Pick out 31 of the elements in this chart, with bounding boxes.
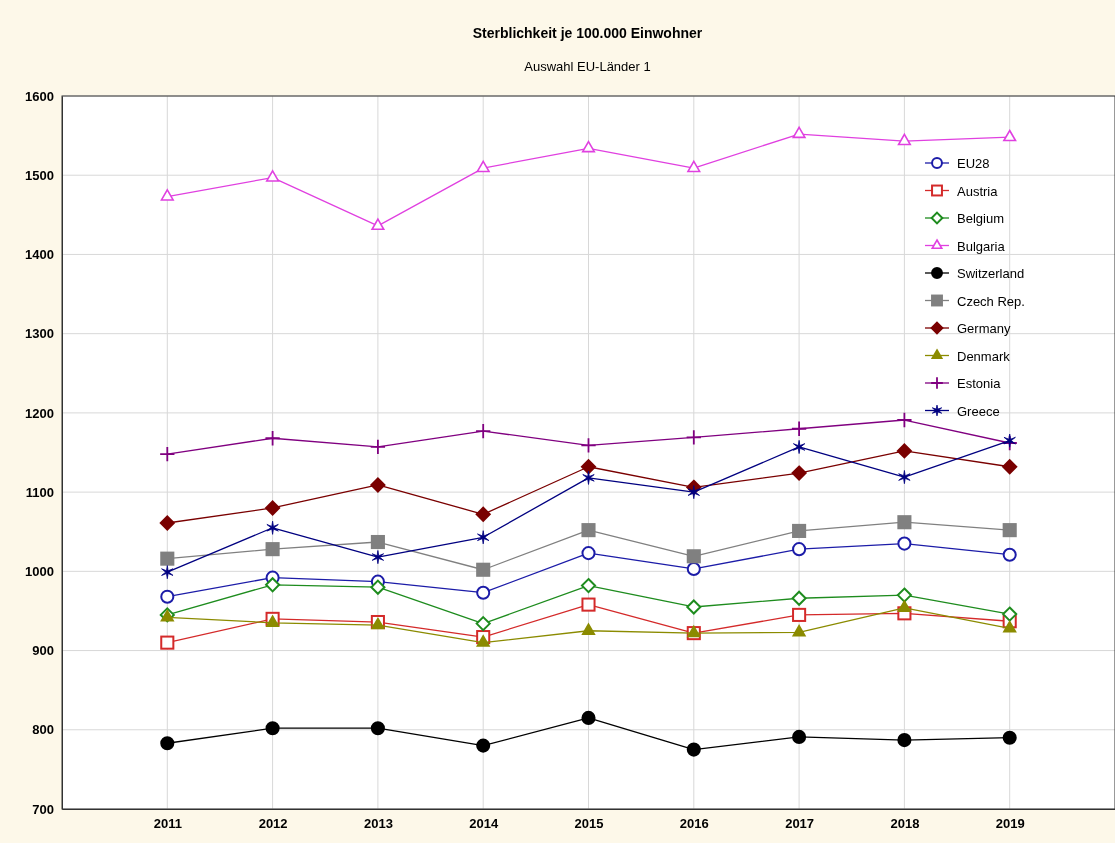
x-tick-label: 2013 <box>363 816 393 832</box>
x-tick-label: 2015 <box>574 816 604 832</box>
x-tick-label: 2017 <box>785 816 815 832</box>
x-tick-label: 2018 <box>890 816 920 832</box>
y-tick-label: 1400 <box>25 247 54 263</box>
legend-label: EU28 <box>957 156 990 171</box>
legend-label: Czech Rep. <box>957 293 1025 309</box>
chart-title: Sterblichkeit je 100.000 Einwohner <box>472 25 703 41</box>
x-tick-label: 2016 <box>679 816 709 832</box>
chart-subtitle: Auswahl EU-Länder 1 <box>524 59 651 74</box>
y-tick-label: 800 <box>32 722 54 738</box>
x-tick-label: 2011 <box>153 816 182 832</box>
legend-label: Bulgaria <box>957 238 1006 254</box>
legend-label: Estonia <box>957 376 1002 391</box>
x-tick-label: 2019 <box>995 816 1025 832</box>
x-tick-label: 2014 <box>469 816 499 832</box>
y-tick-label: 1000 <box>25 563 54 579</box>
y-tick-label: 1300 <box>25 326 54 342</box>
legend-label: Belgium <box>957 211 1004 226</box>
legend-label: Denmark <box>957 348 1011 364</box>
legend-label: Germany <box>957 321 1011 336</box>
legend-label: Greece <box>957 403 1000 419</box>
x-tick-label: 2012 <box>258 816 288 832</box>
legend-label: Austria <box>957 183 999 199</box>
y-tick-label: 700 <box>32 801 54 817</box>
y-tick-label: 900 <box>32 643 54 659</box>
y-tick-label: 1200 <box>25 405 54 421</box>
y-tick-label: 1600 <box>25 88 54 104</box>
y-tick-label: 1100 <box>25 484 54 500</box>
legend-label: Switzerland <box>957 266 1025 281</box>
y-tick-label: 1500 <box>25 167 54 183</box>
